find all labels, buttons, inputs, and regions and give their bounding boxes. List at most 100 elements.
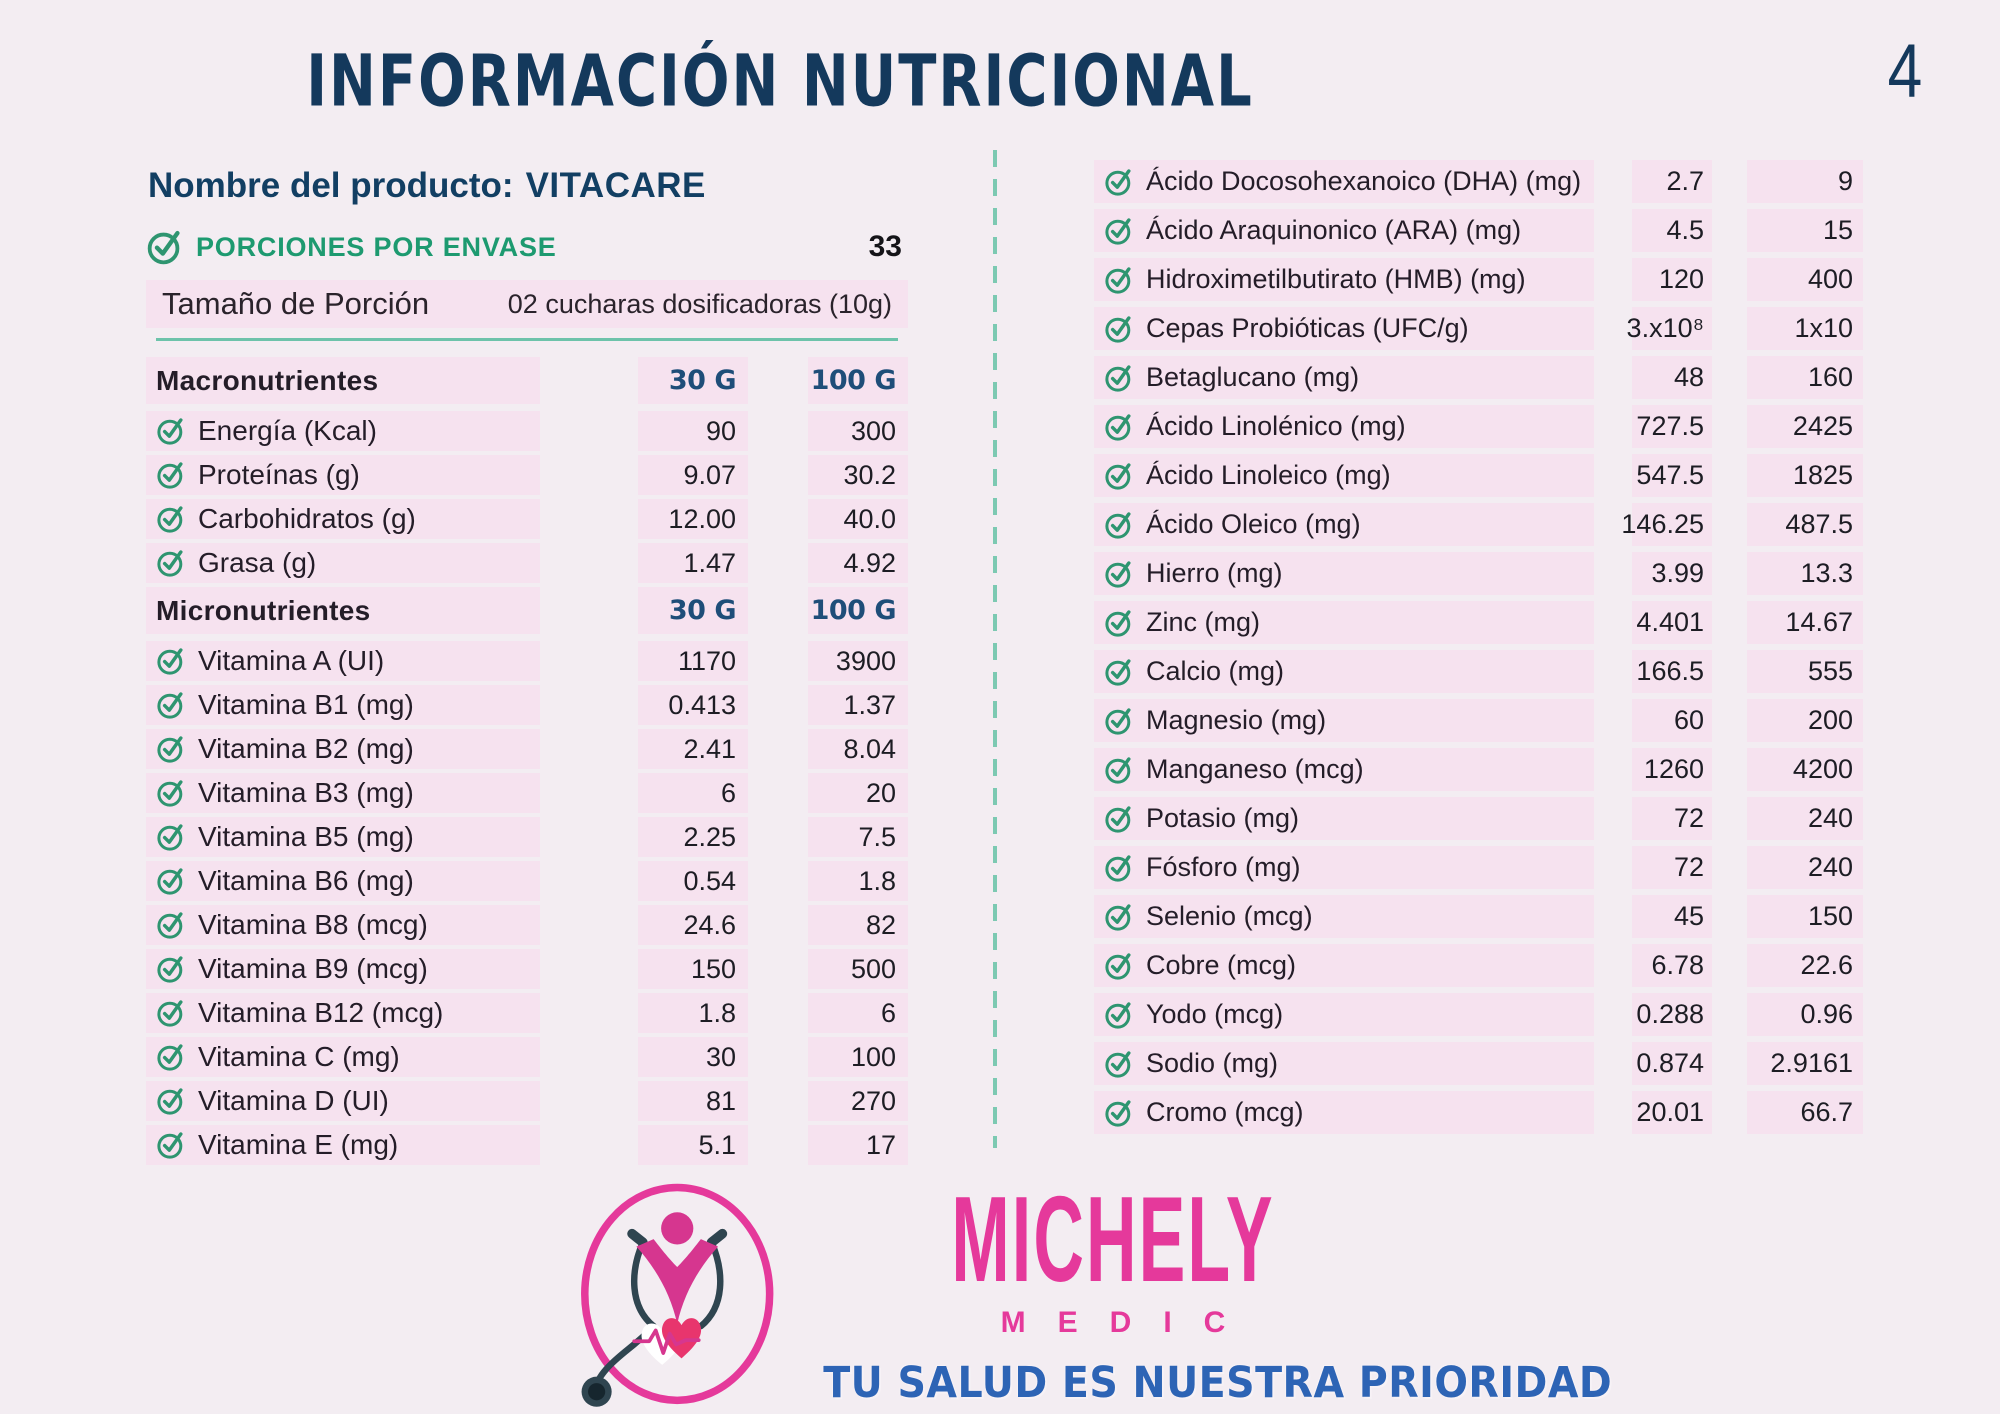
value-100g: 17 — [808, 1125, 908, 1165]
nutrient-label-cell: Yodo (mcg) — [1094, 993, 1594, 1036]
micronutrients-header-row: Micronutrientes 30 G 100 G — [146, 587, 908, 634]
nutrient-label-cell: Calcio (mg) — [1094, 650, 1594, 693]
check-circle-icon — [1104, 167, 1134, 197]
macronutrients-header-row: Macronutrientes 30 G 100 G — [146, 357, 908, 404]
check-circle-icon — [156, 1042, 186, 1072]
check-circle-icon — [1104, 1098, 1134, 1128]
nutrient-row: Magnesio (mg) 60 200 — [1094, 699, 1864, 742]
person-icon — [636, 1212, 719, 1325]
nutrient-label-cell: Ácido Araquinonico (ARA) (mg) — [1094, 209, 1594, 252]
nutrient-label-cell: Vitamina B3 (mg) — [146, 773, 540, 813]
check-circle-icon — [156, 998, 186, 1028]
nutrient-row: Vitamina B9 (mcg) 150 500 — [146, 949, 908, 989]
nutrient-label-cell: Vitamina A (UI) — [146, 641, 540, 681]
nutrient-row: Ácido Linoleico (mg) 547.5 1825 — [1094, 454, 1864, 497]
nutrient-label: Hidroximetilbutirato (HMB) (mg) — [1146, 264, 1526, 294]
value-30g: 48 — [1632, 356, 1712, 399]
check-circle-icon — [156, 954, 186, 984]
nutrient-label-cell: Hidroximetilbutirato (HMB) (mg) — [1094, 258, 1594, 301]
check-circle-icon — [157, 736, 183, 763]
column-header-30g: 30 G — [638, 587, 748, 634]
nutrient-row: Calcio (mg) 166.5 555 — [1094, 650, 1864, 693]
nutrient-row: Vitamina A (UI) 1170 3900 — [146, 641, 908, 681]
check-circle-icon — [1105, 805, 1131, 833]
value-100g: 150 — [1747, 895, 1863, 938]
check-circle-icon — [1104, 608, 1134, 638]
nutrient-row: Vitamina E (mg) 5.1 17 — [146, 1125, 908, 1165]
nutrient-label-cell: Vitamina B9 (mcg) — [146, 949, 540, 989]
brand-subtitle: MEDIC — [1000, 1306, 1258, 1339]
check-circle-icon — [1104, 265, 1134, 295]
value-100g: 2.9161 — [1747, 1042, 1863, 1085]
value-30g: 72 — [1632, 797, 1712, 840]
nutrient-row: Zinc (mg) 4.401 14.67 — [1094, 601, 1864, 644]
check-circle-icon — [1105, 462, 1131, 490]
page-number: 4 — [1887, 29, 1922, 114]
nutrient-row: Vitamina B1 (mg) 0.413 1.37 — [146, 685, 908, 725]
nutrient-label: Ácido Oleico (mg) — [1146, 509, 1361, 539]
value-30g: 4.5 — [1632, 209, 1712, 252]
nutrient-row: Vitamina B12 (mcg) 1.8 6 — [146, 993, 908, 1033]
check-circle-icon — [156, 910, 186, 940]
check-circle-icon — [157, 418, 183, 445]
nutrient-row: Manganeso (mcg) 1260 4200 — [1094, 748, 1864, 791]
check-circle-icon — [1105, 364, 1131, 392]
nutrient-label-cell: Fósforo (mg) — [1094, 846, 1594, 889]
brand-tagline: TU SALUD ES NUESTRA PRIORIDAD — [823, 1358, 1613, 1408]
value-30g: 24.6 — [638, 905, 748, 945]
check-circle-icon — [1105, 658, 1131, 686]
nutrient-label-cell: Vitamina B12 (mcg) — [146, 993, 540, 1033]
left-panel: Nombre del producto: VITACARE PORCIONES P… — [146, 160, 908, 1169]
value-100g: 300 — [808, 411, 908, 451]
nutrient-label: Vitamina B1 (mg) — [198, 689, 414, 720]
check-circle-icon — [1104, 510, 1134, 540]
value-100g: 240 — [1747, 797, 1863, 840]
nutrient-label: Vitamina B3 (mg) — [198, 777, 414, 808]
value-30g: 5.1 — [638, 1125, 748, 1165]
value-100g: 4.92 — [808, 543, 908, 583]
value-30g: 1260 — [1632, 748, 1712, 791]
right-nutrient-rows: Ácido Docosohexanoico (DHA) (mg) 2.7 9 Á… — [1094, 160, 1864, 1134]
value-100g: 4200 — [1747, 748, 1863, 791]
check-circle-icon — [1104, 559, 1134, 589]
nutrient-label: Vitamina B9 (mcg) — [198, 953, 428, 984]
column-header-100g: 100 G — [808, 587, 908, 634]
portion-size-value: 02 cucharas dosificadoras (10g) — [507, 288, 892, 319]
value-30g: 60 — [1632, 699, 1712, 742]
value-30g: 81 — [638, 1081, 748, 1121]
nutrient-label-cell: Vitamina D (UI) — [146, 1081, 540, 1121]
check-circle-icon — [1104, 363, 1134, 393]
nutrient-row: Cromo (mcg) 20.01 66.7 — [1094, 1091, 1864, 1134]
value-30g: 3.99 — [1632, 552, 1712, 595]
nutrient-label: Grasa (g) — [198, 547, 317, 578]
value-100g: 20 — [808, 773, 908, 813]
value-100g: 555 — [1747, 650, 1863, 693]
value-100g: 1x10 — [1747, 307, 1863, 350]
nutrient-label-cell: Vitamina E (mg) — [146, 1125, 540, 1165]
value-30g: 90 — [638, 411, 748, 451]
section-title: Macronutrientes — [156, 364, 379, 396]
value-100g: 0.96 — [1747, 993, 1863, 1036]
nutrient-label-cell: Vitamina B2 (mg) — [146, 729, 540, 769]
nutrient-label: Yodo (mcg) — [1146, 999, 1284, 1029]
value-100g: 240 — [1747, 846, 1863, 889]
servings-label: PORCIONES POR ENVASE — [196, 231, 557, 262]
check-circle-icon — [1105, 903, 1131, 931]
nutrient-label-cell: Ácido Linoleico (mg) — [1094, 454, 1594, 497]
nutrient-row: Selenio (mcg) 45 150 — [1094, 895, 1864, 938]
nutrient-row: Vitamina C (mg) 30 100 — [146, 1037, 908, 1077]
value-100g: 1.37 — [808, 685, 908, 725]
nutrient-label: Cromo (mcg) — [1146, 1097, 1304, 1127]
check-circle-icon — [1104, 706, 1134, 736]
value-100g: 22.6 — [1747, 944, 1863, 987]
ekg-line — [632, 1328, 701, 1355]
nutrient-label: Vitamina B5 (mg) — [198, 821, 414, 852]
check-circle-icon — [1105, 854, 1131, 882]
nutrient-label: Manganeso (mcg) — [1146, 754, 1364, 784]
check-circle-icon — [156, 778, 186, 808]
check-circle-icon — [1104, 755, 1134, 785]
check-circle-icon — [156, 416, 186, 446]
check-circle-icon — [1105, 511, 1131, 539]
check-circle-icon — [156, 646, 186, 676]
value-30g: 0.413 — [638, 685, 748, 725]
